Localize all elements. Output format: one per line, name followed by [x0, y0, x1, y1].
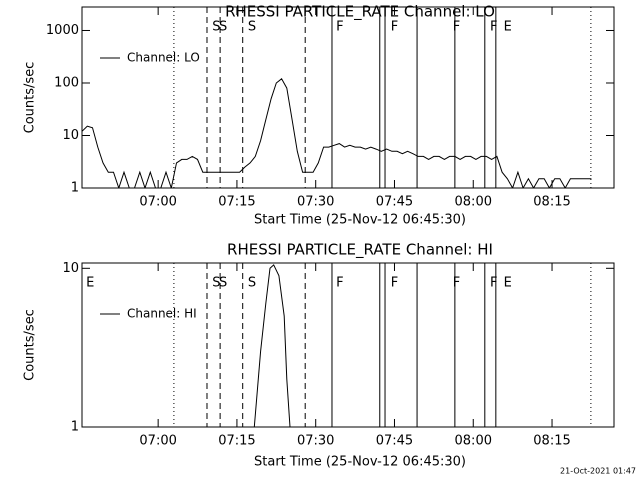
flag-label: S — [248, 20, 256, 35]
x-axis-label: Start Time (25-Nov-12 06:45:30) — [254, 213, 466, 228]
y-tick-label: 1 — [71, 181, 79, 196]
x-tick-label: 08:00 — [455, 195, 492, 210]
flag-label: S — [212, 276, 220, 291]
y-axis-label: Counts/sec — [23, 62, 38, 134]
x-tick-label: 08:15 — [533, 195, 570, 210]
x-tick-label: 07:30 — [297, 195, 334, 210]
y-tick-label: 100 — [54, 75, 79, 90]
flag-label: F — [490, 276, 497, 291]
legend-label: Channel: HI — [127, 307, 197, 321]
x-tick-label: 07:45 — [376, 434, 413, 449]
flag-label: F — [336, 276, 343, 291]
flag-label: S — [248, 276, 256, 291]
flag-label: F — [490, 20, 497, 35]
y-tick-label: 1 — [71, 420, 79, 435]
x-tick-label: 08:00 — [455, 434, 492, 449]
flag-label: F — [336, 20, 343, 35]
flag-label: S — [212, 20, 220, 35]
flag-label: E — [86, 276, 94, 291]
data-line — [82, 78, 592, 188]
x-tick-label: 07:30 — [297, 434, 334, 449]
flag-label: F — [453, 20, 460, 35]
flag-label: F — [453, 276, 460, 291]
flag-label: S — [219, 276, 227, 291]
chart-title: RHESSI PARTICLE_RATE Channel: HI — [227, 241, 493, 260]
data-line — [253, 264, 291, 427]
x-tick-label: 07:00 — [139, 434, 176, 449]
plot-frame — [81, 262, 615, 428]
y-tick-label: 10 — [62, 261, 79, 276]
x-axis-label: Start Time (25-Nov-12 06:45:30) — [254, 455, 466, 470]
y-axis-label: Counts/sec — [23, 309, 38, 381]
legend-label: Channel: LO — [127, 51, 200, 65]
x-tick-label: 08:15 — [533, 434, 570, 449]
flag-label: F — [391, 20, 398, 35]
x-tick-label: 07:15 — [218, 434, 255, 449]
flag-label: E — [504, 276, 512, 291]
footer: 21-Oct-2021 01:47 — [560, 467, 636, 476]
x-tick-label: 07:00 — [139, 195, 176, 210]
plot-frame — [81, 6, 615, 189]
flag-label: E — [504, 20, 512, 35]
y-tick-label: 1000 — [46, 23, 79, 38]
x-tick-label: 07:45 — [376, 195, 413, 210]
flag-label: F — [391, 276, 398, 291]
flag-label: S — [219, 20, 227, 35]
x-tick-label: 07:15 — [218, 195, 255, 210]
y-tick-label: 10 — [62, 128, 79, 143]
